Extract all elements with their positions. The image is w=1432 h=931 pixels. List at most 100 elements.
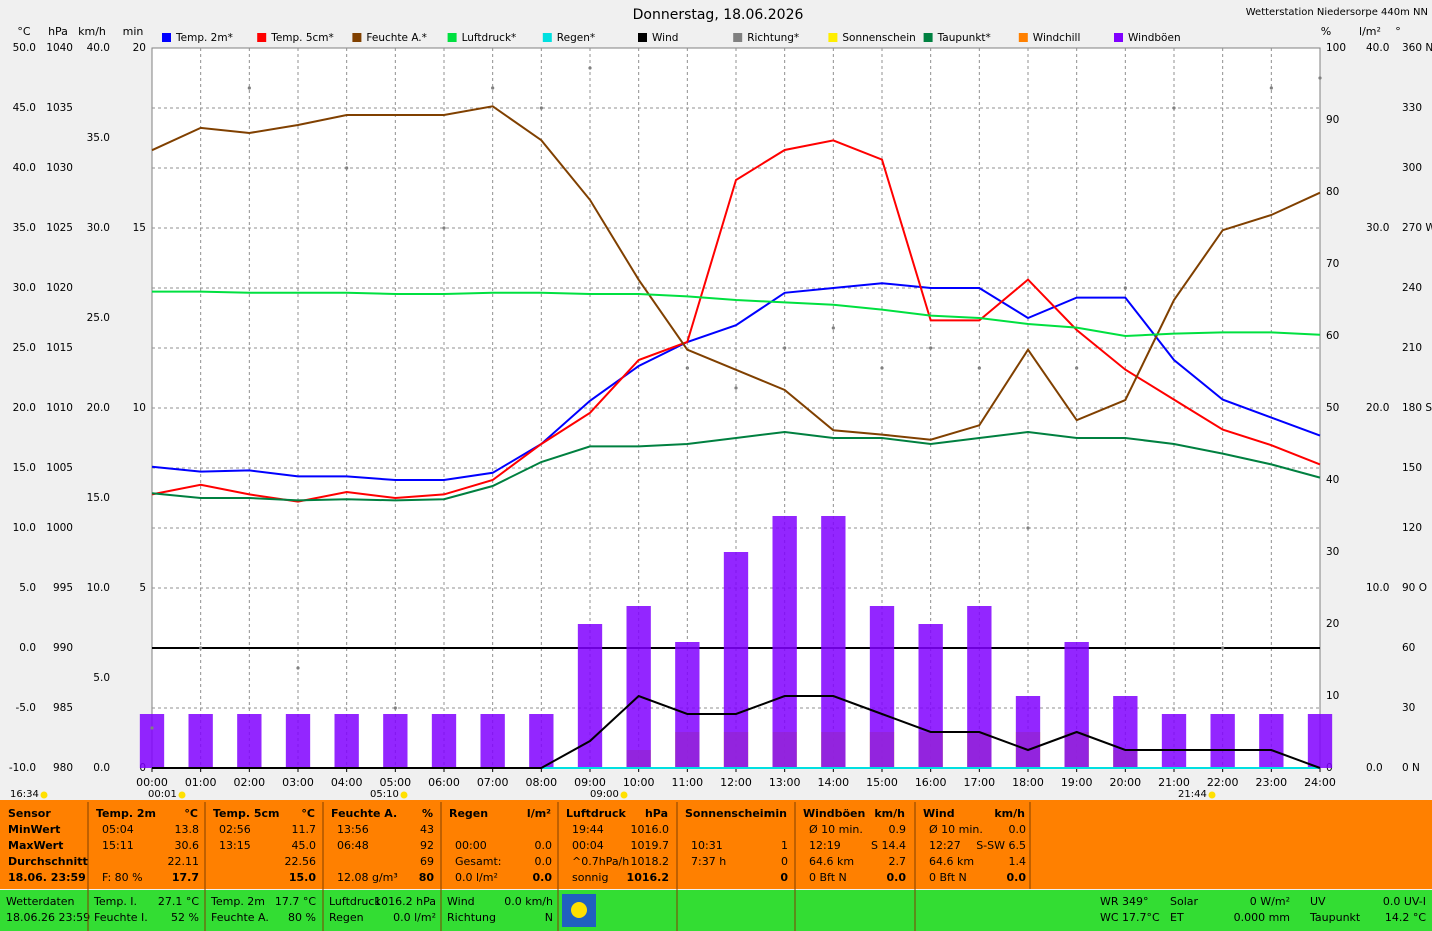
sun-marker [40, 791, 48, 799]
summary-panel [0, 800, 1432, 889]
annotation: 09:00 [590, 789, 619, 800]
y-tick-label: 1035 [46, 102, 73, 114]
block-title: Wind [923, 807, 955, 820]
axis-unit: °C [17, 25, 31, 38]
y-tick-label: 40.0 [13, 162, 36, 174]
y-tick-label: 90 [1326, 114, 1339, 126]
x-tick-label: 04:00 [331, 776, 363, 789]
cell-value: 1019.7 [631, 839, 670, 852]
y-tick-label: 10.0 [87, 582, 110, 594]
axis-unit: min [123, 25, 144, 38]
cell-label: 12:27 [929, 839, 961, 852]
y-tick-label: 0 N [1402, 762, 1420, 774]
y-tick-label: 20 [133, 42, 146, 54]
dot [491, 86, 495, 90]
legend-swatch [1018, 33, 1028, 42]
cell-value: 1016.0 [631, 823, 670, 836]
axis-unit: l/m² [1359, 25, 1381, 38]
legend-label: Richtung* [747, 32, 799, 44]
bar [1307, 714, 1333, 768]
current-label: Temp. 2m [210, 895, 265, 908]
current-label: Regen [329, 911, 364, 924]
cell-label: 0 Bft N [929, 871, 967, 884]
bar [1015, 696, 1041, 768]
block-title: Temp. 2m [96, 807, 156, 820]
legend-swatch [162, 33, 171, 42]
bar [431, 714, 457, 768]
cell-value: 0.0 [535, 839, 553, 852]
axis-unit: ° [1395, 25, 1401, 38]
annotation: 16:34 [10, 789, 39, 800]
y-tick-label: 40 [1326, 474, 1339, 486]
annotation: 05:10 [370, 789, 399, 800]
x-tick-label: 13:00 [769, 776, 801, 789]
row-label: MinWert [8, 823, 60, 836]
dot [539, 106, 543, 110]
block-unit: % [422, 807, 433, 820]
y-tick-label: 270 W [1402, 222, 1432, 234]
current-value: 0.0 UV-I [1383, 895, 1426, 908]
y-tick-label: 1015 [46, 342, 73, 354]
y-tick-label: 90 O [1402, 582, 1427, 594]
y-tick-label: 50 [1326, 402, 1339, 414]
cell-label: 19:44 [572, 823, 604, 836]
dot [296, 666, 300, 670]
cell-value: 0.0 [535, 855, 553, 868]
axis-unit: km/h [78, 25, 106, 38]
x-tick-label: 07:00 [477, 776, 509, 789]
annotation: 21:44 [1178, 789, 1207, 800]
cell-value: 45.0 [292, 839, 317, 852]
bar [869, 606, 895, 768]
y-tick-label: 5 [139, 582, 146, 594]
dot [150, 726, 154, 730]
bar [237, 714, 262, 768]
cell-label: ^0.7hPa/h [572, 855, 629, 868]
current-value: 1016.2 hPa [374, 895, 436, 908]
x-tick-label: 19:00 [1061, 776, 1093, 789]
y-tick-label: 20.0 [13, 402, 36, 414]
block-unit: km/h [874, 807, 905, 820]
current-label: Luftdruck [329, 895, 381, 908]
block-unit: hPa [645, 807, 668, 820]
cell-value: 0 [781, 855, 788, 868]
bar [1259, 714, 1284, 768]
bar [772, 516, 797, 768]
bar [480, 714, 505, 768]
y-tick-label: 10 [133, 402, 146, 414]
cell-label: 13:56 [337, 823, 369, 836]
current-label: WR 349° [1100, 895, 1149, 908]
y-tick-label: 0.0 [93, 762, 110, 774]
bar [723, 552, 749, 768]
dot [1318, 76, 1322, 80]
legend-label: Temp. 5cm* [270, 32, 334, 44]
y-tick-label: -10.0 [9, 762, 36, 774]
cell-label: 64.6 km [809, 855, 854, 868]
current-label: WC 17.7°C [1100, 911, 1160, 924]
y-tick-label: 330 [1402, 102, 1422, 114]
bar [1161, 714, 1187, 768]
cell-label: 00:00 [455, 839, 487, 852]
legend-swatch [828, 33, 838, 42]
block-unit: l/m² [527, 807, 551, 820]
current-label: ET [1170, 911, 1184, 924]
block-unit: min [764, 807, 787, 820]
y-tick-label: 40.0 [1366, 42, 1389, 54]
cell-value: S-SW 6.5 [976, 839, 1026, 852]
dot [1221, 646, 1225, 650]
x-tick-label: 09:00 [574, 776, 606, 789]
dot [247, 86, 251, 90]
cell-value: 22.11 [168, 855, 200, 868]
y-tick-label: 1010 [46, 402, 73, 414]
legend-label: Feuchte A.* [366, 32, 427, 44]
y-tick-label: -5.0 [16, 702, 37, 714]
y-tick-label: 35.0 [13, 222, 36, 234]
cell-value: 22.56 [285, 855, 317, 868]
dot [1269, 86, 1273, 90]
legend-swatch [542, 33, 552, 42]
bar [918, 624, 943, 768]
legend-swatch [733, 33, 743, 42]
cell-value: 92 [420, 839, 434, 852]
y-tick-label: 5.0 [93, 672, 110, 684]
x-tick-label: 10:00 [623, 776, 655, 789]
